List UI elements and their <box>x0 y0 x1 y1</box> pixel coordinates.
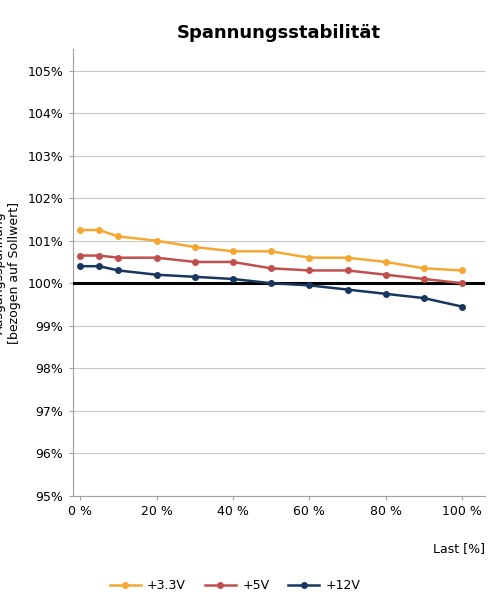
+5V <box>382 271 388 278</box>
+5V <box>344 267 350 274</box>
+3.3V <box>116 233 121 240</box>
+12V <box>268 280 274 287</box>
+3.3V <box>192 243 198 251</box>
+3.3V <box>421 265 427 272</box>
+3.3V <box>230 248 236 255</box>
+12V <box>96 262 102 270</box>
Text: Last [%]: Last [%] <box>433 542 485 555</box>
Y-axis label: Ausgangsspannung
[bezogen auf Sollwert]: Ausgangsspannung [bezogen auf Sollwert] <box>0 201 20 344</box>
+3.3V <box>154 237 160 245</box>
Line: +3.3V: +3.3V <box>78 227 465 274</box>
+3.3V <box>77 226 83 233</box>
+5V <box>306 267 312 274</box>
Line: +12V: +12V <box>78 264 465 309</box>
+5V <box>77 252 83 259</box>
+12V <box>116 267 121 274</box>
+5V <box>192 258 198 265</box>
+12V <box>459 303 465 310</box>
+3.3V <box>268 248 274 255</box>
+12V <box>192 273 198 280</box>
+3.3V <box>344 254 350 261</box>
+12V <box>77 262 83 270</box>
Line: +5V: +5V <box>78 253 465 286</box>
+5V <box>96 252 102 259</box>
Legend: +3.3V, +5V, +12V: +3.3V, +5V, +12V <box>104 575 366 598</box>
+3.3V <box>382 258 388 265</box>
+12V <box>306 282 312 289</box>
+12V <box>421 294 427 302</box>
+5V <box>154 254 160 261</box>
+5V <box>116 254 121 261</box>
+3.3V <box>459 267 465 274</box>
+5V <box>268 265 274 272</box>
+12V <box>230 275 236 283</box>
+3.3V <box>96 226 102 233</box>
+12V <box>382 290 388 298</box>
+5V <box>230 258 236 265</box>
+5V <box>421 275 427 283</box>
+3.3V <box>306 254 312 261</box>
+12V <box>344 286 350 293</box>
+12V <box>154 271 160 278</box>
+5V <box>459 280 465 287</box>
Title: Spannungsstabilität: Spannungsstabilität <box>177 24 381 42</box>
